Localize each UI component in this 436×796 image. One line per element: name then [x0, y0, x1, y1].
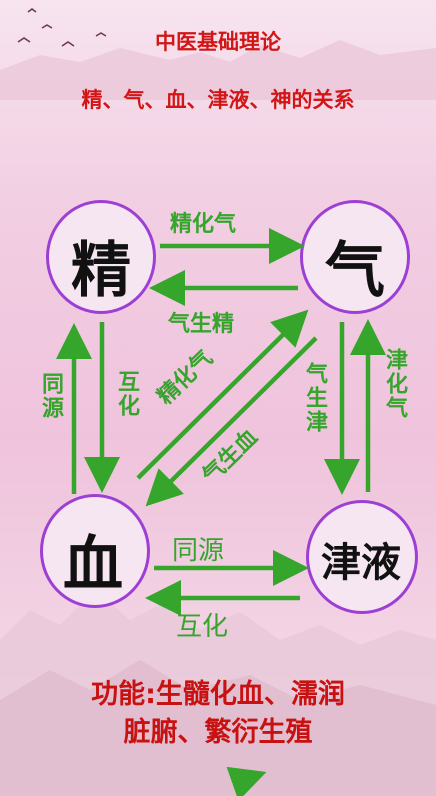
arrow-xue-to-qi	[136, 309, 309, 480]
arrow-decor	[226, 766, 267, 796]
arrow-qi-to-xue	[145, 336, 318, 507]
page-title: 中医基础理论	[155, 30, 281, 54]
label-jinye-to-xue: 互化	[176, 612, 229, 642]
label-jing-to-qi: 精化气	[170, 212, 237, 237]
label-jing-xue-down: 互化	[114, 370, 139, 418]
jing-circle	[46, 200, 156, 314]
label-qi-jinye-down: 气生津	[302, 362, 327, 434]
function-line-2: 脏腑、繁衍生殖	[123, 717, 313, 748]
label-xue-jing-up: 同源	[38, 372, 63, 420]
function-line-1: 功能:生髓化血、濡润	[91, 679, 345, 710]
node-xue: 血	[63, 530, 123, 600]
xue-circle	[40, 494, 150, 608]
label-jinye-qi-up: 津化气	[382, 348, 407, 420]
label-xue-to-jinye: 同源	[172, 536, 225, 566]
page-subtitle: 精、气、血、津液、神的关系	[81, 88, 355, 112]
label-qi-to-jing: 气生精	[168, 312, 235, 337]
jinye-circle	[306, 500, 418, 614]
node-jing: 精	[71, 236, 131, 306]
node-jinye: 津液	[321, 540, 401, 586]
node-qi: 气	[325, 236, 385, 306]
